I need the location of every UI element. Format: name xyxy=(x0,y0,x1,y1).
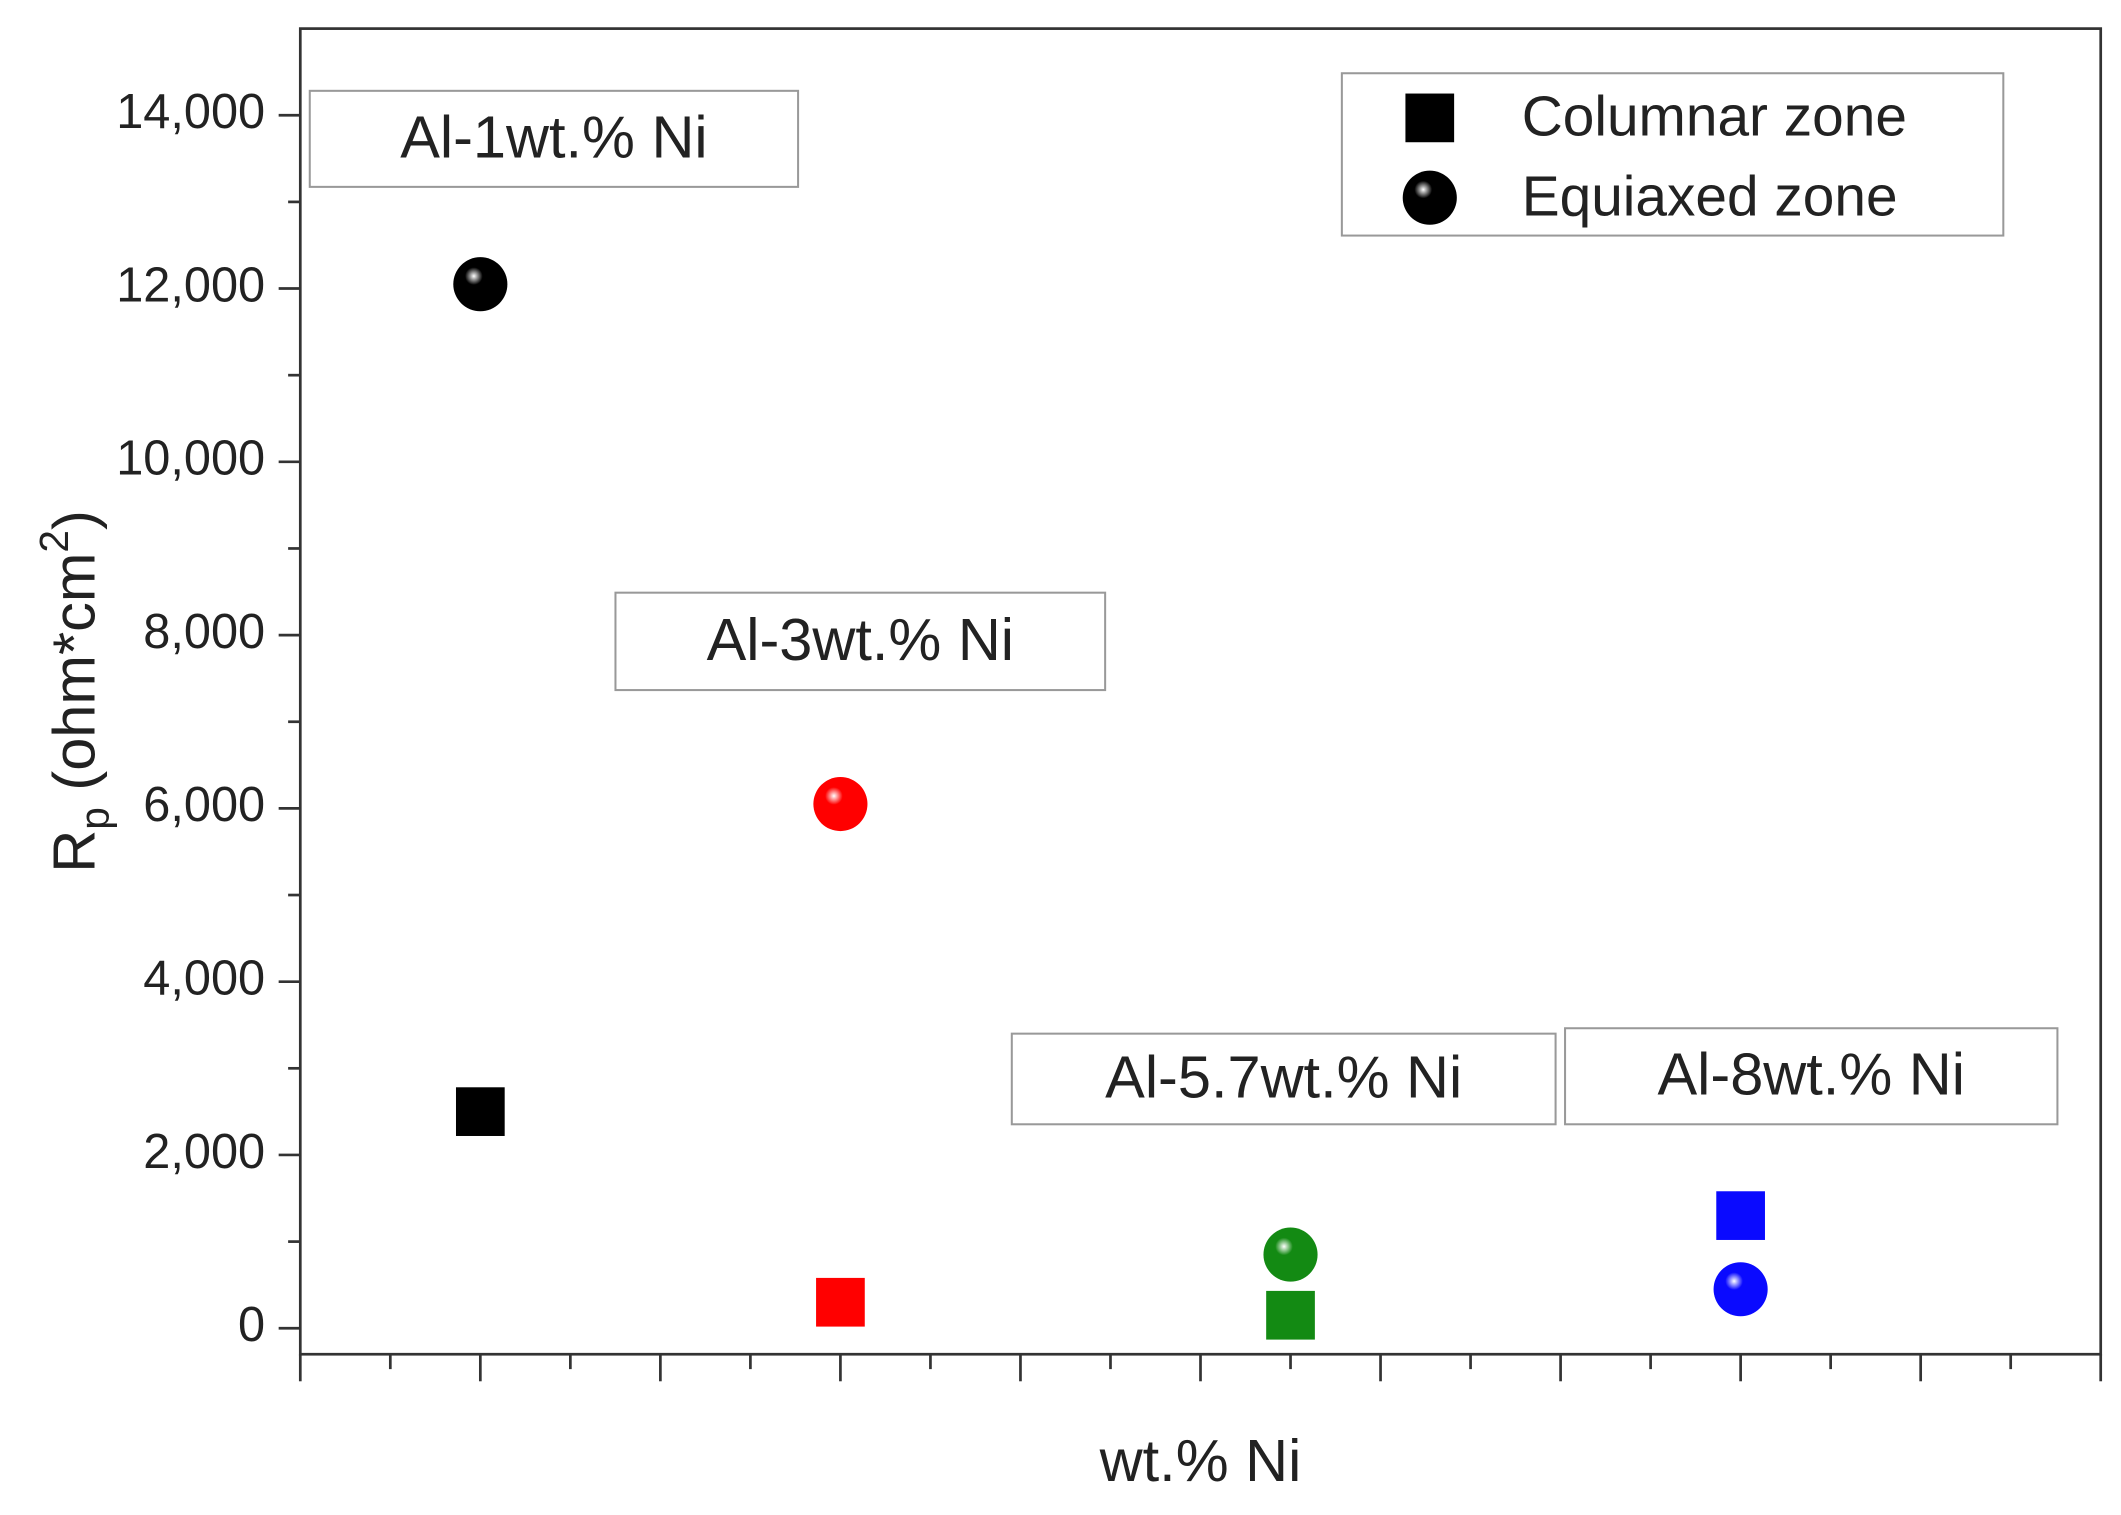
legend-marker xyxy=(1402,170,1457,225)
legend-label: Columnar zone xyxy=(1522,86,1907,149)
y-tick-label: 10,000 xyxy=(116,432,265,486)
y-tick-label: 12,000 xyxy=(116,258,265,312)
y-axis-label-part: p xyxy=(71,807,117,830)
annotation-box xyxy=(1010,1032,1557,1126)
annotation: Al-5.7wt.% Ni xyxy=(1105,1043,1462,1110)
y-tick-label: 6,000 xyxy=(143,778,265,832)
y-tick-label: 0 xyxy=(238,1298,265,1352)
legend-label: Equiaxed zone xyxy=(1522,165,1898,228)
annotation-box xyxy=(614,591,1107,692)
data-point xyxy=(453,257,508,312)
y-axis-label-part: R xyxy=(40,830,107,873)
y-tick-label: 14,000 xyxy=(116,85,265,139)
y-axis-label: Rp (ohm*cm2) xyxy=(31,510,118,873)
annotation: Al-1wt.% Ni xyxy=(400,103,707,170)
annotation: Al-8wt.% Ni xyxy=(1658,1041,1965,1108)
data-point xyxy=(1266,1290,1315,1340)
y-tick-label: 8,000 xyxy=(143,605,265,659)
annotation: Al-3wt.% Ni xyxy=(707,606,1014,673)
data-point xyxy=(813,777,868,832)
y-tick-label: 2,000 xyxy=(143,1125,265,1179)
x-axis-label: wt.% Ni xyxy=(1099,1427,1302,1494)
data-point xyxy=(1713,1262,1768,1317)
legend-marker xyxy=(1405,93,1455,143)
data-point xyxy=(1263,1227,1318,1282)
data-point xyxy=(1716,1191,1765,1240)
y-axis-label-part: (ohm*cm xyxy=(40,553,107,808)
y-tick-label: 4,000 xyxy=(143,952,265,1006)
data-point xyxy=(455,1087,505,1136)
y-axis-label-part: ) xyxy=(40,510,107,530)
annotation-box xyxy=(1564,1027,2059,1126)
data-point xyxy=(816,1277,865,1327)
annotation-box xyxy=(308,89,800,188)
y-axis-label-part: 2 xyxy=(31,530,77,553)
